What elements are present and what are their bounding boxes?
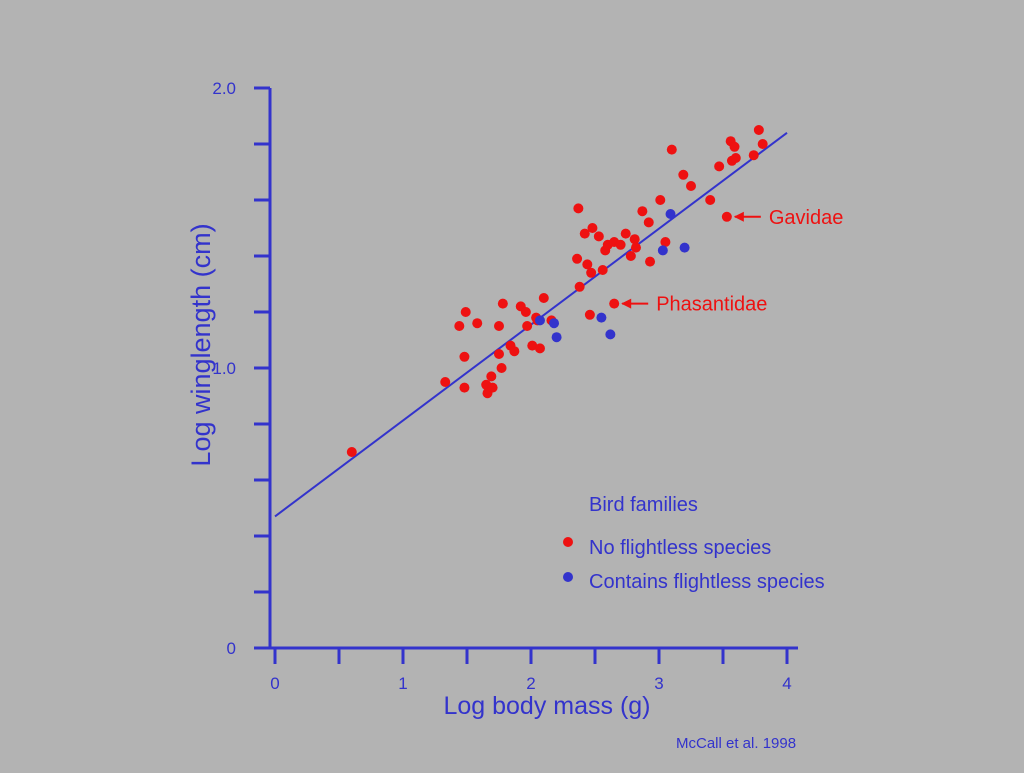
annotations: Phasantidae Gavidae (621, 207, 843, 316)
point-flightless (605, 329, 616, 340)
x-tick-label: 1 (398, 674, 407, 693)
legend-label-no-flightless: No flightless species (589, 537, 771, 559)
point-no-flightless (593, 231, 604, 242)
x-tick-label: 4 (782, 674, 791, 693)
point-no-flightless (730, 153, 741, 163)
point-no-flightless (346, 447, 357, 457)
x-tick-label: 3 (654, 674, 663, 693)
x-axis-label: Log body mass (g) (443, 692, 650, 720)
point-no-flightless (660, 237, 671, 247)
point-no-flightless (582, 259, 593, 270)
point-no-flightless (527, 340, 538, 351)
point-no-flightless (574, 281, 585, 292)
legend-marker-flightless (563, 572, 573, 582)
annotation-label-phasantidae: Phasantidae (656, 294, 767, 316)
legend-label-flightless: Contains flightless species (589, 571, 825, 593)
point-no-flightless (459, 351, 470, 362)
point-no-flightless (629, 234, 640, 245)
point-flightless (534, 315, 545, 326)
point-no-flightless (609, 298, 620, 309)
point-no-flightless (643, 217, 654, 228)
point-no-flightless (714, 161, 725, 172)
point-no-flightless (494, 349, 504, 359)
x-tick-label: 0 (270, 674, 279, 693)
annotation-label-gavidae: Gavidae (769, 207, 844, 229)
point-flightless (549, 318, 560, 329)
point-no-flightless (440, 377, 451, 387)
point-no-flightless (486, 371, 497, 382)
point-flightless (551, 332, 562, 343)
point-no-flightless (705, 195, 716, 205)
y-tick-label: 2.0 (212, 79, 236, 98)
point-flightless (657, 245, 668, 256)
point-no-flightless (459, 382, 470, 393)
legend-title: Bird families (589, 494, 698, 516)
point-no-flightless (573, 203, 584, 214)
point-no-flightless (625, 251, 636, 261)
point-no-flightless (630, 242, 641, 253)
point-no-flightless (509, 346, 520, 357)
point-no-flightless (579, 228, 590, 239)
point-no-flightless (520, 307, 531, 317)
point-no-flightless (753, 125, 764, 135)
point-flightless (596, 312, 607, 323)
point-no-flightless (472, 318, 483, 329)
point-no-flightless (615, 239, 626, 250)
point-no-flightless (496, 363, 507, 373)
point-no-flightless (637, 206, 648, 217)
axes: 0 1.0 2.0 0 1 2 3 4 (212, 79, 798, 693)
point-no-flightless (497, 298, 508, 309)
point-no-flightless (729, 141, 740, 152)
point-no-flightless (584, 309, 595, 320)
point-no-flightless (645, 256, 656, 267)
point-no-flightless (454, 321, 465, 331)
legend: Bird families No flightless species Cont… (563, 494, 825, 593)
point-no-flightless (748, 150, 759, 161)
legend-marker-no-flightless (563, 537, 573, 547)
citation: McCall et al. 1998 (676, 735, 796, 752)
point-no-flightless (487, 382, 498, 393)
point-no-flightless (538, 293, 549, 303)
point-no-flightless (572, 253, 583, 264)
point-no-flightless (534, 343, 545, 354)
point-flightless (665, 209, 676, 219)
point-no-flightless (666, 144, 677, 155)
y-tick-label: 1.0 (212, 359, 236, 378)
point-no-flightless (494, 321, 504, 331)
point-flightless (679, 242, 690, 253)
point-no-flightless (460, 307, 471, 317)
point-no-flightless (721, 211, 732, 222)
point-no-flightless (655, 195, 666, 205)
point-no-flightless (597, 265, 608, 275)
y-tick-label: 0 (227, 639, 236, 658)
point-no-flightless (757, 139, 768, 149)
data-points (346, 125, 768, 457)
point-no-flightless (587, 223, 598, 233)
y-axis-label: Log winglength (cm) (186, 223, 216, 466)
x-tick-label: 2 (526, 674, 535, 693)
point-no-flightless (678, 169, 689, 180)
point-no-flightless (586, 267, 597, 278)
point-no-flightless (686, 181, 696, 191)
point-no-flightless (522, 321, 533, 331)
point-no-flightless (620, 228, 631, 239)
annotation-arrow-head (621, 298, 632, 309)
annotation-arrow-head (733, 211, 744, 222)
